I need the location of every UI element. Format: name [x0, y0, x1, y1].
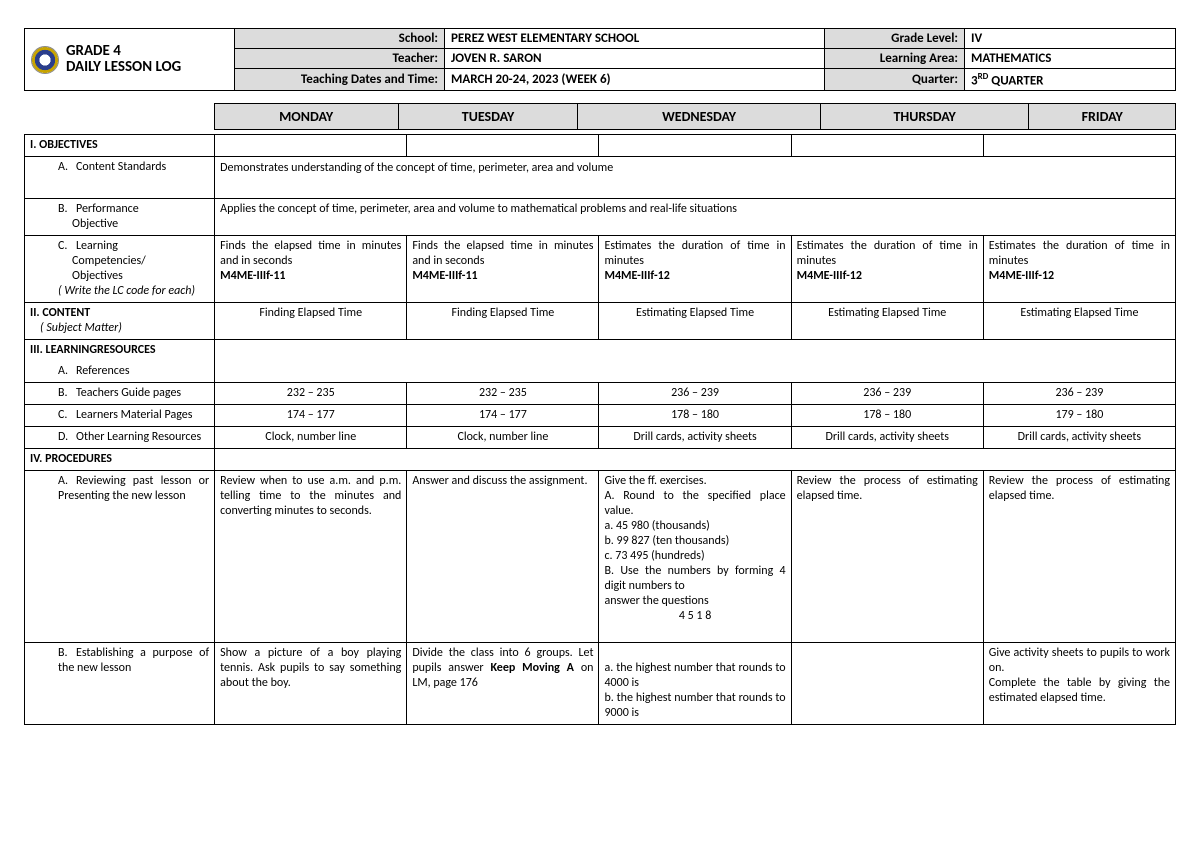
main-table: I. OBJECTIVES A.Content Standards Demons…	[24, 134, 1176, 725]
proc-b-mon: Show a picture of a boy playing tennis. …	[215, 643, 407, 725]
content-fri: Estimating Elapsed Time	[983, 303, 1175, 340]
proc-b-thu	[791, 643, 983, 725]
tg-mon: 232 – 235	[215, 383, 407, 405]
lm-fri: 179 – 180	[983, 405, 1175, 427]
day-monday: MONDAY	[214, 104, 398, 130]
lm-mon: 174 – 177	[215, 405, 407, 427]
value-teacher: JOVEN R. SARON	[445, 49, 825, 69]
label-grade-level: Grade Level:	[825, 29, 965, 49]
content-thu: Estimating Elapsed Time	[791, 303, 983, 340]
label-learning-area: Learning Area:	[825, 49, 965, 69]
value-learning-area: MATHEMATICS	[965, 49, 1176, 69]
row-resources: III. LEARNINGRESOURCES	[25, 340, 1176, 362]
proc-b-tue: Divide the class into 6 groups. Let pupi…	[407, 643, 599, 725]
content-wed: Estimating Elapsed Time	[599, 303, 791, 340]
row-other-resources: D.Other Learning Resources Clock, number…	[25, 427, 1176, 449]
content-mon: Finding Elapsed Time	[215, 303, 407, 340]
proc-a-tue: Answer and discuss the assignment.	[407, 471, 599, 643]
day-thursday: THURSDAY	[820, 104, 1029, 130]
value-school: PEREZ WEST ELEMENTARY SCHOOL	[445, 29, 825, 49]
row-content-standards: A.Content Standards Demonstrates underst…	[25, 157, 1176, 199]
day-tuesday: TUESDAY	[398, 104, 578, 130]
header-table: GRADE 4 DAILY LESSON LOG School: PEREZ W…	[24, 28, 1176, 91]
value-content-standards: Demonstrates understanding of the concep…	[215, 157, 1176, 199]
label-dates: Teaching Dates and Time:	[235, 69, 445, 91]
content-tue: Finding Elapsed Time	[407, 303, 599, 340]
other-fri: Drill cards, activity sheets	[983, 427, 1175, 449]
days-header-table: MONDAY TUESDAY WEDNESDAY THURSDAY FRIDAY	[24, 103, 1176, 130]
row-teachers-guide: B.Teachers Guide pages 232 – 235 232 – 2…	[25, 383, 1176, 405]
row-content: II. CONTENT ( Subject Matter) Finding El…	[25, 303, 1176, 340]
grade-line-2: DAILY LESSON LOG	[66, 58, 181, 76]
label-quarter: Quarter:	[825, 69, 965, 91]
value-performance-objective: Applies the concept of time, perimeter, …	[215, 199, 1176, 236]
label-objectives: I. OBJECTIVES	[25, 135, 215, 157]
row-proc-b: B.Establishing a purpose of the new less…	[25, 643, 1176, 725]
proc-b-fri: Give activity sheets to pupils to work o…	[983, 643, 1175, 725]
lc-thu: Estimates the duration of time in minute…	[791, 236, 983, 303]
lm-thu: 178 – 180	[791, 405, 983, 427]
value-quarter: 3RD QUARTER	[965, 69, 1176, 91]
proc-a-wed: Give the ff. exercises. A. Round to the …	[599, 471, 791, 643]
label-school: School:	[235, 29, 445, 49]
other-mon: Clock, number line	[215, 427, 407, 449]
lc-mon: Finds the elapsed time in minutes and in…	[215, 236, 407, 303]
value-dates: MARCH 20-24, 2023 (WEEK 6)	[445, 69, 825, 91]
grade-title-cell: GRADE 4 DAILY LESSON LOG	[25, 29, 235, 91]
row-objectives: I. OBJECTIVES	[25, 135, 1176, 157]
row-learners-material: C.Learners Material Pages 174 – 177 174 …	[25, 405, 1176, 427]
tg-tue: 232 – 235	[407, 383, 599, 405]
proc-a-mon: Review when to use a.m. and p.m. telling…	[215, 471, 407, 643]
row-performance-objective: B.Performance Objective Applies the conc…	[25, 199, 1176, 236]
lc-tue: Finds the elapsed time in minutes and in…	[407, 236, 599, 303]
label-references: References	[76, 364, 130, 378]
row-proc-a: A.Reviewing past lesson or Presenting th…	[25, 471, 1176, 643]
lc-fri: Estimates the duration of time in minute…	[983, 236, 1175, 303]
proc-a-fri: Review the process of estimating elapsed…	[983, 471, 1175, 643]
value-grade-level: IV	[965, 29, 1176, 49]
day-wednesday: WEDNESDAY	[578, 104, 820, 130]
lc-wed: Estimates the duration of time in minute…	[599, 236, 791, 303]
tg-thu: 236 – 239	[791, 383, 983, 405]
other-wed: Drill cards, activity sheets	[599, 427, 791, 449]
tg-wed: 236 – 239	[599, 383, 791, 405]
tg-fri: 236 – 239	[983, 383, 1175, 405]
lm-wed: 178 – 180	[599, 405, 791, 427]
proc-b-wed: a. the highest number that rounds to 400…	[599, 643, 791, 725]
proc-a-thu: Review the process of estimating elapsed…	[791, 471, 983, 643]
day-friday: FRIDAY	[1029, 104, 1176, 130]
label-teacher: Teacher:	[235, 49, 445, 69]
lm-tue: 174 – 177	[407, 405, 599, 427]
row-procedures: IV. PROCEDURES	[25, 449, 1176, 471]
other-tue: Clock, number line	[407, 427, 599, 449]
label-content-standards: Content Standards	[76, 160, 166, 174]
other-thu: Drill cards, activity sheets	[791, 427, 983, 449]
deped-logo-icon	[31, 46, 59, 74]
row-learning-competencies: C.Learning Competencies/ Objectives ( Wr…	[25, 236, 1176, 303]
